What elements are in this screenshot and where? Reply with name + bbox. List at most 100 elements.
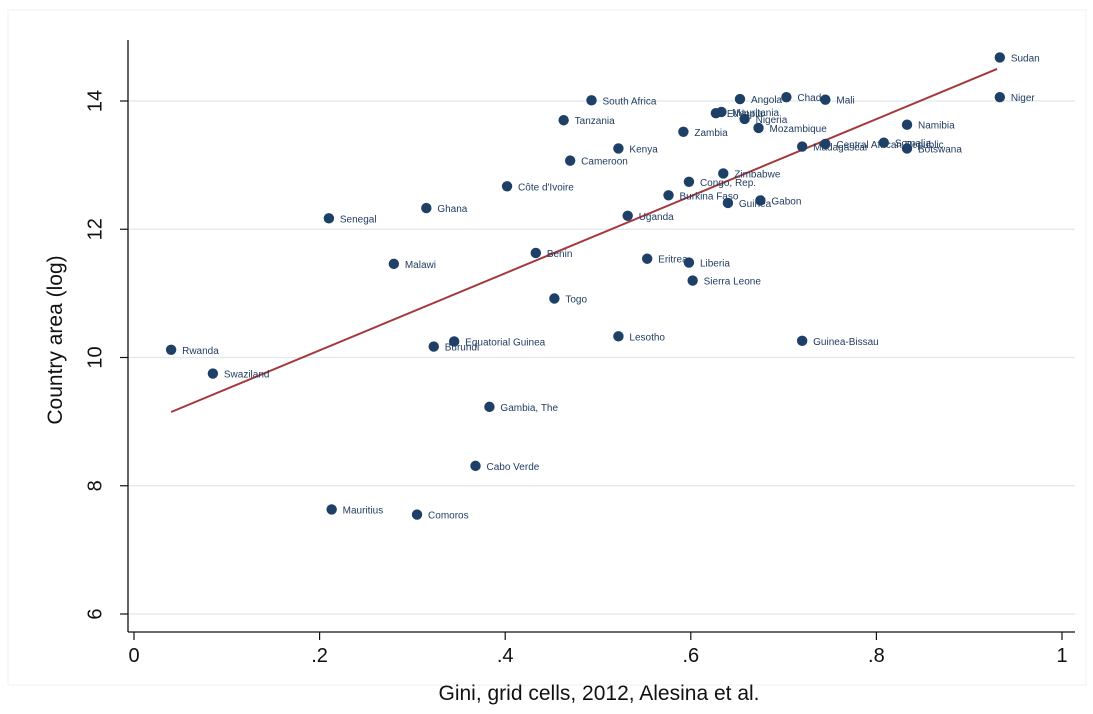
point-label: Madagascar [813, 143, 869, 154]
y-tick-label: 8 [84, 480, 106, 491]
point-label: Cabo Verde [487, 462, 540, 473]
point-label: Togo [565, 295, 587, 306]
axes: 6 8 10 12 14 0 .2 .4 .6 .8 1 [84, 40, 1075, 667]
data-point [323, 213, 335, 224]
data-point [549, 293, 560, 304]
point-label: Comoros [428, 511, 469, 522]
data-point [722, 197, 734, 209]
x-tick-label: .8 [868, 645, 885, 667]
point-label: Mali [836, 96, 854, 107]
data-point [388, 258, 400, 270]
point-label: Zimbabwe [734, 169, 781, 180]
point-label: Namibia [918, 121, 955, 132]
y-tick-label: 10 [84, 346, 106, 368]
gridlines [128, 100, 1075, 615]
point-label: Kenya [629, 144, 658, 155]
x-tick-label: .6 [682, 645, 699, 667]
point-label: South Africa [603, 96, 657, 107]
point-label: Congo, Rep. [700, 178, 756, 189]
point-label: Mauritius [343, 505, 384, 516]
point-label: Burundi [445, 343, 479, 354]
point-label: Nigeria [756, 115, 788, 126]
x-tick-label: .2 [311, 645, 328, 667]
data-point [781, 91, 792, 103]
data-point [484, 401, 495, 413]
data-point [739, 113, 750, 125]
point-label: Central African Republic [836, 140, 943, 151]
point-label: Sudan [1011, 53, 1040, 64]
point-label: Malawi [405, 260, 436, 271]
data-point [901, 143, 913, 154]
point-label: Botswana [918, 144, 962, 155]
data-point [641, 253, 653, 264]
point-label: Chad [797, 93, 821, 104]
point-label: Côte d'Ivoire [518, 182, 574, 193]
x-tick-label: 1 [1056, 645, 1067, 667]
y-axis-title: Country area (log) [44, 255, 67, 424]
data-point [326, 504, 337, 515]
data-point [207, 368, 219, 379]
data-point [564, 155, 576, 166]
data-point [663, 190, 674, 201]
data-point [613, 331, 624, 342]
y-tick-label: 12 [84, 218, 106, 240]
point-label: Liberia [700, 259, 730, 270]
point-label: Zambia [694, 128, 728, 139]
data-point [586, 95, 597, 106]
point-label: Cameroon [581, 157, 628, 168]
data-point [716, 106, 727, 118]
point-label: Guinea-Bissau [813, 337, 879, 348]
data-point [558, 115, 569, 126]
data-point [994, 52, 1006, 63]
data-point [683, 257, 695, 268]
data-point [755, 195, 766, 206]
x-axis-title: Gini, grid cells, 2012, Alesina et al. [438, 682, 759, 705]
data-point [753, 122, 764, 134]
y-tick-label: 14 [84, 90, 106, 112]
data-point [622, 210, 633, 221]
point-label: Mauritania [732, 108, 779, 119]
point-label: Rwanda [182, 346, 219, 357]
point-label: Burkina Faso [680, 191, 739, 202]
point-label: Senegal [340, 214, 377, 225]
data-point [687, 275, 698, 286]
point-label: Gabon [771, 196, 801, 207]
point-label: Benin [547, 249, 573, 260]
data-point [878, 137, 890, 148]
data-points: Rwanda Swaziland Senegal Mauritius Malawi Com… [165, 52, 1040, 522]
data-point [428, 341, 439, 352]
x-tick-label: 0 [128, 645, 139, 667]
data-point [678, 126, 689, 137]
x-tick-label: .4 [497, 645, 514, 667]
point-label: Lesotho [629, 332, 665, 343]
y-tick-label: 6 [84, 608, 106, 619]
data-point [820, 94, 831, 105]
point-label: Angola [751, 95, 783, 106]
data-point [501, 181, 513, 192]
point-label: Guinea [739, 199, 772, 210]
fit-line [170, 68, 998, 413]
data-point [820, 138, 831, 150]
data-point [994, 91, 1006, 103]
data-point [683, 176, 695, 187]
data-point [734, 93, 746, 105]
point-label: Mozambique [770, 124, 828, 135]
point-label: Gambia, The [500, 403, 558, 414]
data-point [718, 168, 729, 179]
point-label: Uganda [639, 212, 674, 223]
data-point [411, 509, 423, 520]
chart-frame [7, 9, 1087, 686]
data-point [448, 336, 460, 347]
point-label: Somalia [895, 139, 932, 150]
data-point [613, 143, 624, 154]
point-label: Ghana [437, 204, 467, 215]
point-label: Eritrea [658, 255, 688, 266]
point-label: Niger [1011, 93, 1036, 104]
point-label: Sierra Leone [704, 277, 762, 288]
point-label: Tanzania [575, 116, 615, 127]
data-point [530, 247, 542, 259]
data-point [901, 119, 913, 130]
